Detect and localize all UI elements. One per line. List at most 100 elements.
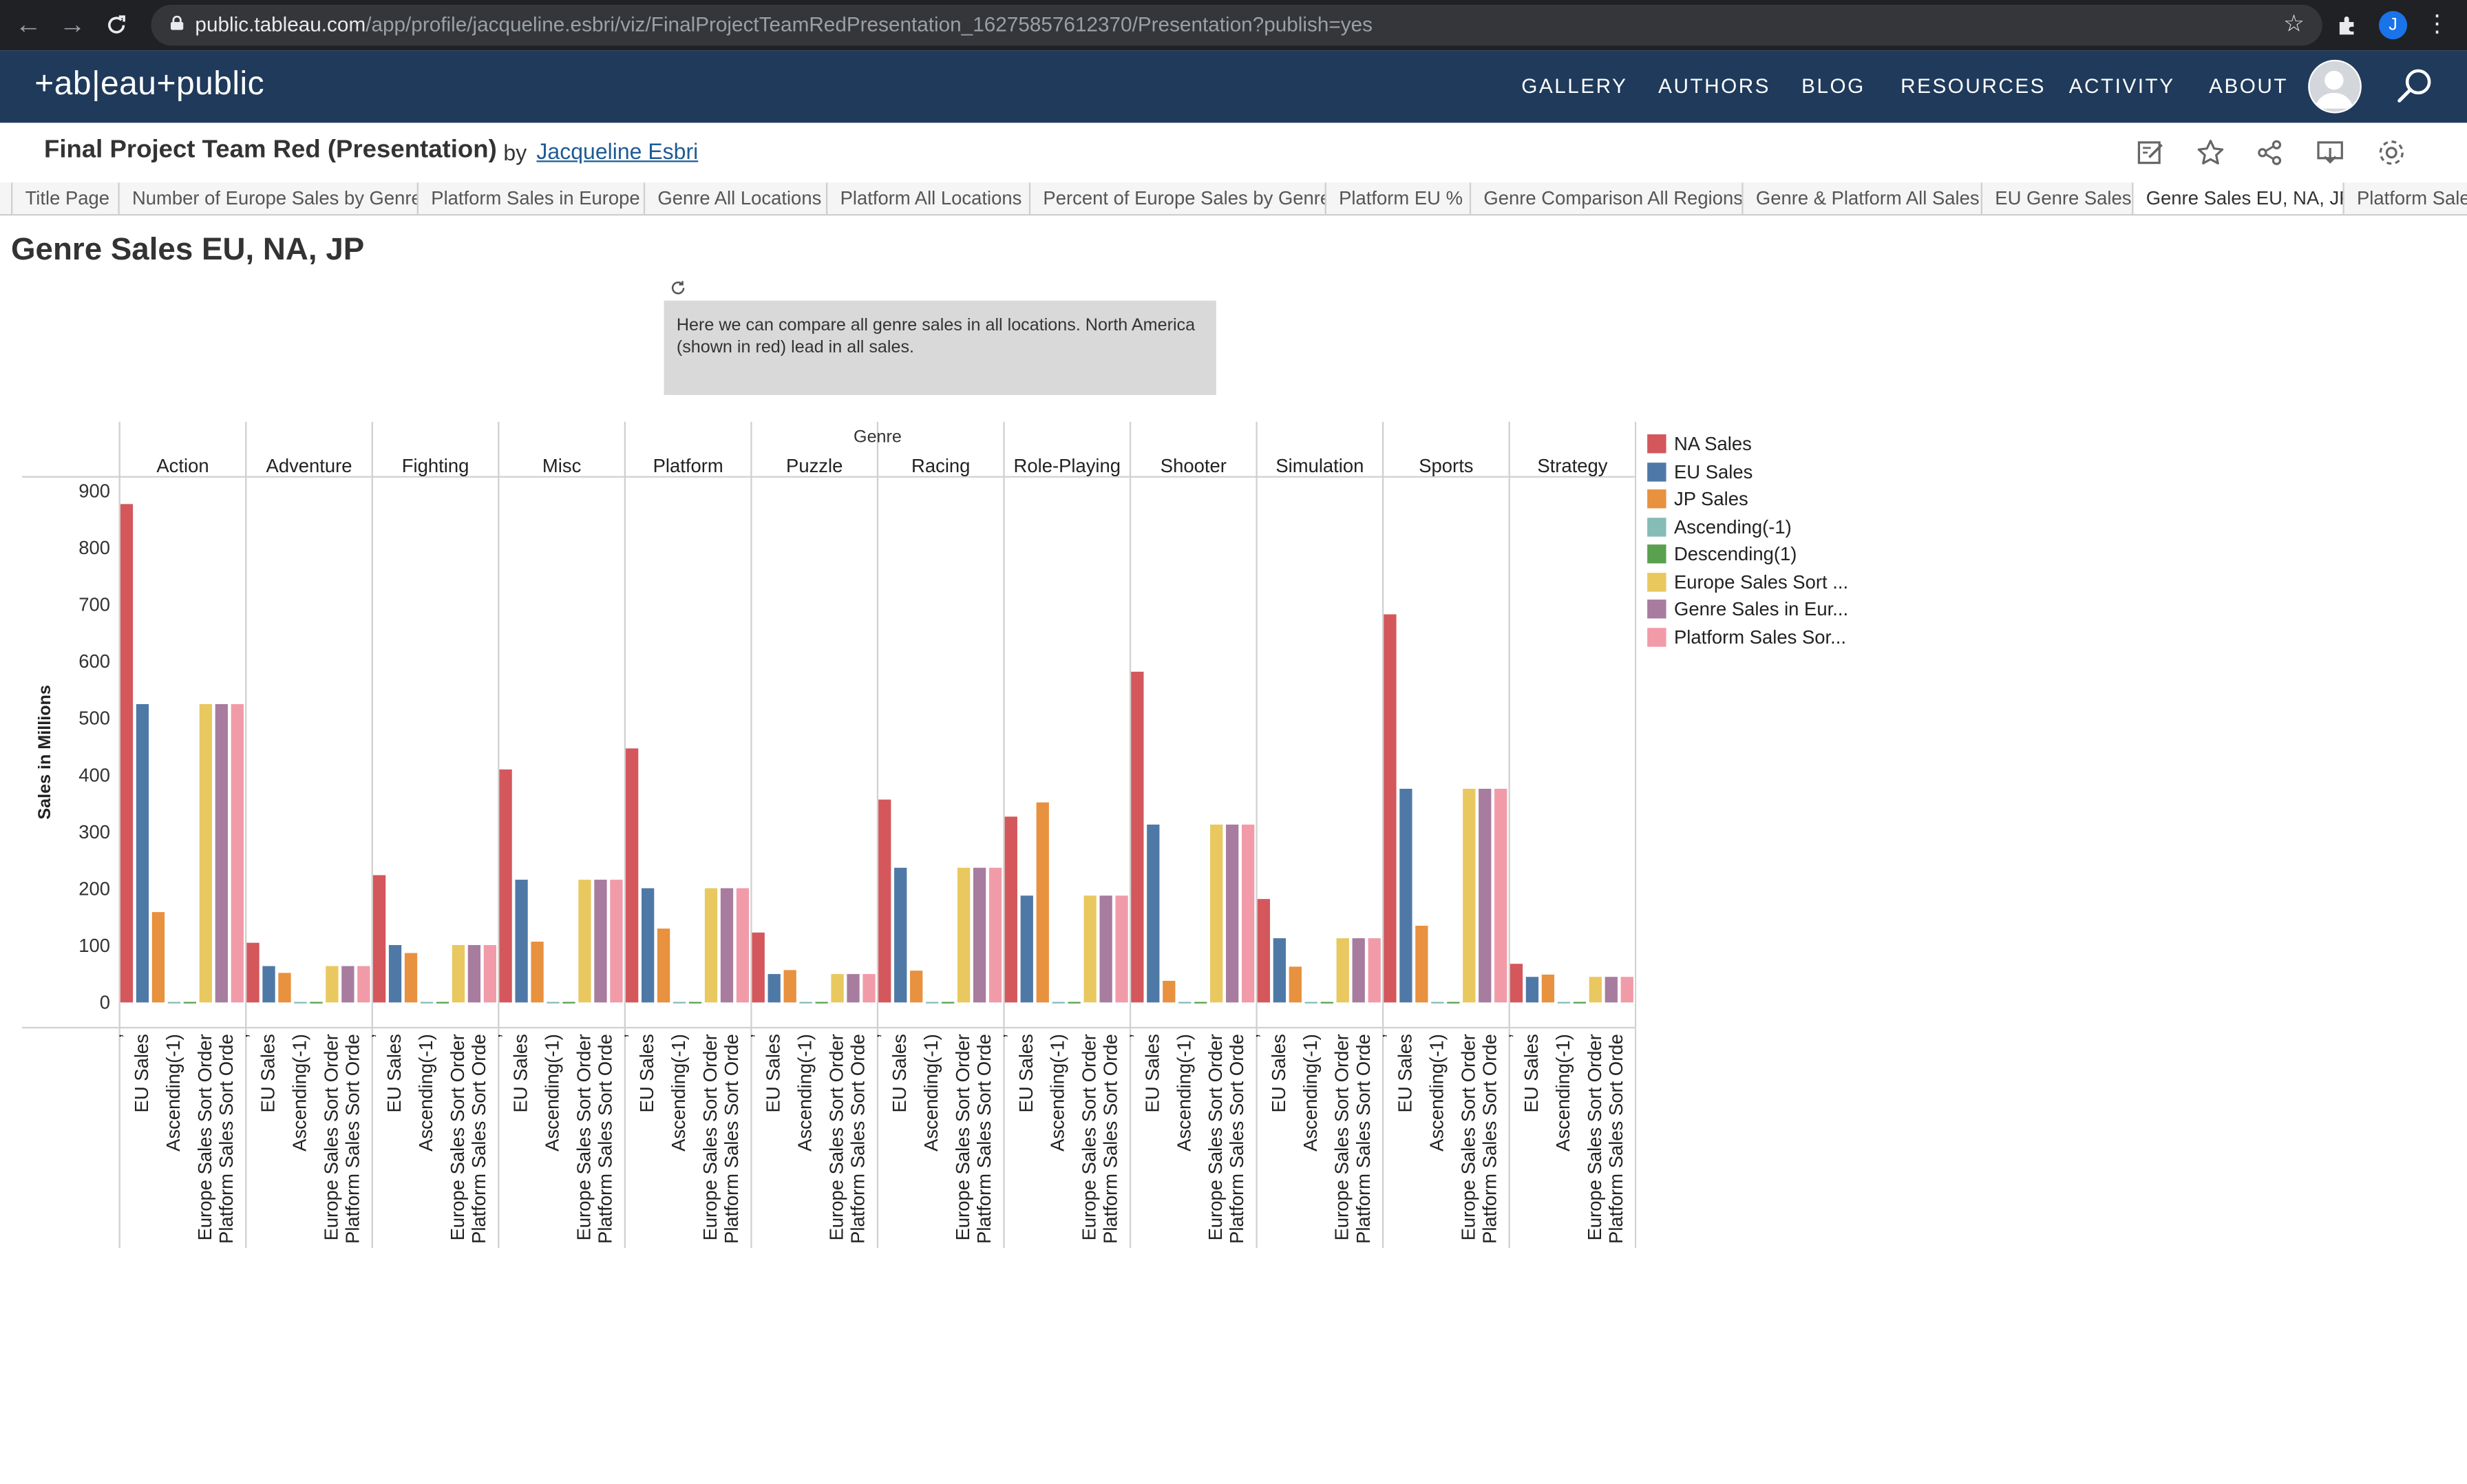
forward-icon[interactable]: → [59, 9, 86, 40]
tab-platform-sales-in-europe[interactable]: Platform Sales in Europe [416, 182, 644, 214]
bar-ascending-1- [673, 1001, 686, 1004]
x-tick-label: EU Sales [131, 1034, 152, 1112]
tab-percent-of-europe-sales-by-genre[interactable]: Percent of Europe Sales by Genre [1028, 182, 1331, 214]
legend-item[interactable]: Descending(1) [1647, 541, 1867, 568]
x-tick-label: EU Sales [636, 1034, 657, 1112]
y-tick-label: 100 [78, 935, 110, 956]
tab-genre-platform-all-sales[interactable]: Genre & Platform All Sales [1741, 182, 1981, 214]
share-icon[interactable] [2254, 137, 2286, 169]
tab-genre-comparison-all-regions[interactable]: Genre Comparison All Regions [1469, 182, 1743, 214]
back-icon[interactable]: ← [14, 9, 42, 40]
bar-na-sales [1257, 899, 1271, 1003]
nav-resources[interactable]: RESOURCES [1900, 74, 2046, 98]
legend-item[interactable]: Platform Sales Sor... [1647, 624, 1867, 651]
search-icon[interactable] [2395, 66, 2435, 107]
x-tick-label-truncated: ’ [369, 1034, 388, 1038]
bar-eu-sales [1399, 788, 1412, 1003]
legend-item[interactable]: NA Sales [1647, 431, 1867, 458]
tab-genre-sales-eu-na-jp[interactable]: Genre Sales EU, NA, JP [2132, 182, 2351, 214]
browser-toolbar: ← → public.tableau.com/app/profile/jacqu… [0, 0, 2467, 51]
legend-label: Descending(1) [1673, 542, 1797, 565]
y-tick-label: 700 [78, 594, 110, 615]
x-tick-label: Ascending(-1) [1047, 1034, 1068, 1152]
bar-genre-sales-in-europe [341, 966, 354, 1003]
tab-number-of-europe-sales-by-genre[interactable]: Number of Europe Sales by Genre [118, 182, 422, 214]
x-tick-label: EU Sales [1394, 1034, 1415, 1112]
legend-swatch [1647, 627, 1666, 646]
x-tick-label: Ascending(-1) [668, 1034, 689, 1152]
x-tick-label: Europe Sales Sort Order [447, 1034, 468, 1240]
star-icon[interactable] [2195, 137, 2227, 169]
tab-genre-all-locations[interactable]: Genre All Locations [643, 182, 826, 214]
browser-profile-avatar[interactable]: J [2378, 11, 2408, 40]
x-tick-label: Europe Sales Sort Order [1457, 1034, 1479, 1240]
x-tick-label: Platform Sales Sort Orde [1353, 1034, 1374, 1244]
bookmark-star-icon[interactable]: ☆ [2283, 11, 2305, 38]
legend-item[interactable]: Genre Sales in Eur... [1647, 597, 1867, 624]
reload-icon[interactable] [98, 6, 136, 44]
x-tick-label: Europe Sales Sort Order [1331, 1034, 1353, 1240]
bar-eu-sales [767, 974, 781, 1003]
x-tick-label: Europe Sales Sort Order [194, 1034, 215, 1240]
bar-eu-sales [1273, 938, 1286, 1003]
x-tick-label-truncated: ’ [495, 1034, 514, 1038]
bar-ascending-1- [1557, 1001, 1571, 1004]
category-label-simulation: Simulation [1275, 455, 1364, 476]
browser-menu-icon[interactable]: ⋮ [2425, 11, 2449, 38]
tab-title-page[interactable]: Title Page [10, 182, 118, 214]
reset-icon[interactable] [668, 279, 687, 297]
extensions-icon[interactable] [2329, 6, 2367, 44]
category-label-fighting: Fighting [402, 455, 469, 476]
y-tick-label: 500 [78, 708, 110, 729]
bar-europe-sales-sort-order [578, 880, 591, 1003]
legend-item[interactable]: JP Sales [1647, 486, 1867, 513]
tab-platform-sales[interactable]: Platform Sales [2342, 182, 2467, 214]
bar-platform-sales-sort-order [357, 966, 370, 1003]
x-tick-label-truncated: ’ [874, 1034, 893, 1038]
x-tick-label: Ascending(-1) [1300, 1034, 1321, 1152]
category-label-adventure: Adventure [266, 455, 352, 476]
legend-item[interactable]: Europe Sales Sort ... [1647, 569, 1867, 596]
x-tick-label: Platform Sales Sort Orde [973, 1034, 995, 1244]
nav-about[interactable]: ABOUT [2209, 74, 2289, 98]
bar-genre-sales-in-europe [720, 888, 734, 1003]
bar-genre-sales-in-europe [1352, 938, 1365, 1003]
tab-eu-genre-sales[interactable]: EU Genre Sales [1980, 182, 2132, 214]
bar-jp-sales [531, 942, 544, 1003]
nav-activity[interactable]: ACTIVITY [2068, 74, 2175, 98]
legend-item[interactable]: Ascending(-1) [1647, 513, 1867, 540]
tab-platform-eu-percent[interactable]: Platform EU % [1324, 182, 1470, 214]
bar-europe-sales-sort-order [199, 703, 212, 1003]
x-tick-label: EU Sales [1141, 1034, 1163, 1112]
y-tick-label: 900 [78, 480, 110, 501]
bar-eu-sales [1525, 977, 1539, 1003]
legend-item[interactable]: EU Sales [1647, 458, 1867, 485]
legend-swatch [1647, 600, 1666, 619]
settings-icon[interactable] [2375, 137, 2407, 169]
bar-platform-sales-sort-order [1368, 938, 1381, 1003]
author-link[interactable]: Jacqueline Esbri [536, 138, 699, 164]
legend-label: Ascending(-1) [1673, 515, 1792, 538]
lock-icon [170, 15, 184, 30]
bar-jp-sales [278, 973, 291, 1003]
nav-blog[interactable]: BLOG [1801, 74, 1865, 98]
bar-genre-sales-in-europe [1226, 824, 1239, 1003]
nav-authors[interactable]: AUTHORS [1658, 74, 1771, 98]
bar-na-sales [1510, 964, 1523, 1003]
tableau-public-logo[interactable]: +ab|eau+public [34, 66, 265, 103]
bar-eu-sales [136, 703, 149, 1003]
nav-gallery[interactable]: GALLERY [1521, 74, 1628, 98]
address-bar[interactable]: public.tableau.com/app/profile/jacquelin… [151, 4, 2322, 46]
bar-eu-sales [515, 880, 528, 1003]
bar-genre-sales-in-europe [1479, 788, 1492, 1003]
x-tick-label: Ascending(-1) [794, 1034, 816, 1152]
edit-icon[interactable] [2135, 137, 2167, 169]
bar-jp-sales [151, 912, 165, 1003]
category-label-strategy: Strategy [1537, 455, 1607, 476]
user-avatar[interactable] [2308, 59, 2362, 114]
bar-descending-1- [1573, 1001, 1586, 1004]
x-tick-label: Ascending(-1) [920, 1034, 942, 1152]
tab-platform-all-locations[interactable]: Platform All Locations [825, 182, 1029, 214]
download-icon[interactable] [2314, 137, 2346, 169]
bar-descending-1- [1320, 1001, 1333, 1004]
